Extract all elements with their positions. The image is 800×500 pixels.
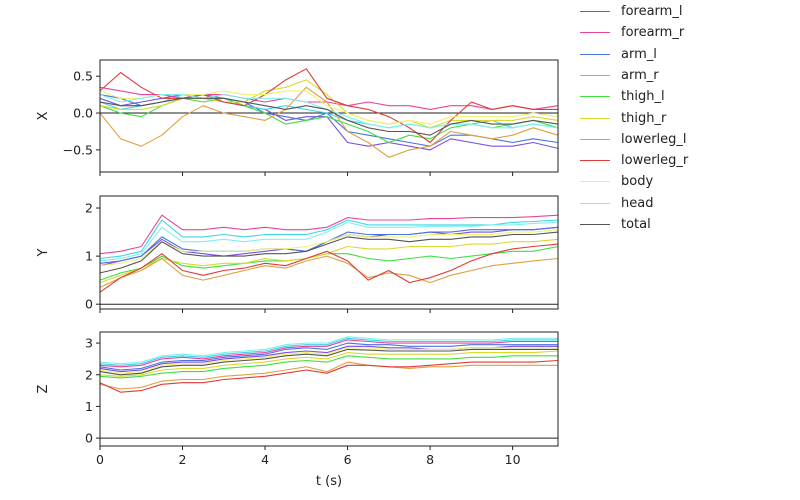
series-line-head xyxy=(99,336,558,365)
legend-swatch xyxy=(580,11,610,12)
series-line-forearm_r xyxy=(99,339,558,368)
series-line-lowerleg_l xyxy=(99,361,558,390)
series-line-arm_r xyxy=(99,337,558,366)
axes-frame xyxy=(99,331,559,447)
y-tick-label: 3 xyxy=(85,336,93,351)
legend-item-forearm_r: forearm_r xyxy=(580,22,684,43)
legend-swatch xyxy=(580,138,610,140)
subplot-x: −0.5 0.0 0.5 X xyxy=(36,59,559,176)
legend-item-body: body xyxy=(580,171,653,192)
series-line-lowerleg_r xyxy=(99,68,558,144)
y-tick-label: 2 xyxy=(85,201,93,216)
series-line-lowerleg_r xyxy=(99,243,559,293)
legend-swatch xyxy=(580,160,610,162)
series-line-thigh_l xyxy=(99,245,559,281)
y-tick-label: 0 xyxy=(85,297,93,312)
series-line-total xyxy=(99,97,559,136)
legend-item-head: head xyxy=(580,193,653,214)
x-tick-label: 4 xyxy=(261,452,269,467)
legend-item-forearm_l: forearm_l xyxy=(580,1,682,22)
legend-label: lowerleg_r xyxy=(621,153,689,169)
legend-label: thigh_r xyxy=(621,110,667,126)
legend-label: body xyxy=(621,174,654,190)
legend-item-lowerleg_r: lowerleg_r xyxy=(580,150,688,171)
y-tick-label: 0.5 xyxy=(73,69,93,84)
subplot-y: 0 1 2 Y xyxy=(36,195,559,313)
legend-swatch xyxy=(580,202,610,204)
legend-label: lowerleg_l xyxy=(621,131,687,147)
series-line-thigh_r xyxy=(99,350,559,377)
legend-item-arm_l: arm_l xyxy=(580,44,657,65)
x-tick-label: 8 xyxy=(426,452,434,467)
legend-item-lowerleg_l: lowerleg_l xyxy=(580,129,687,150)
legend-swatch xyxy=(580,96,610,98)
y-tick-label: −0.5 xyxy=(63,142,93,157)
legend-label: forearm_r xyxy=(621,25,685,41)
legend-label: total xyxy=(621,217,651,232)
y-tick-label: 1 xyxy=(85,249,93,264)
legend-label: head xyxy=(621,195,654,211)
legend-swatch xyxy=(580,53,610,55)
y-tick-label: 0.0 xyxy=(73,106,93,121)
x-tick-label: 0 xyxy=(96,452,104,467)
series-line-lowerleg_r xyxy=(99,359,559,393)
y-tick-label: 1 xyxy=(85,399,93,414)
series-line-head xyxy=(99,221,559,262)
series-line-arm_l xyxy=(99,342,558,371)
series-line-thigh_r xyxy=(99,238,559,284)
series-line-arm_r xyxy=(99,94,559,129)
subplot-z: 0 1 2 3 Z 0 2 4 6 8 10 xyxy=(36,331,559,467)
series-line-total xyxy=(99,348,558,376)
series-line-body xyxy=(99,347,558,374)
series-line-thigh_r xyxy=(99,79,559,129)
legend-swatch xyxy=(580,74,610,76)
legend-swatch xyxy=(580,224,610,225)
y-axis-label: Z xyxy=(36,384,51,393)
y-tick-label: 0 xyxy=(85,431,93,446)
y-axis-label: X xyxy=(36,111,51,120)
series-line-arm_r xyxy=(99,219,559,260)
x-tick-label: 6 xyxy=(344,452,352,467)
legend-label: forearm_l xyxy=(621,4,683,19)
x-tick-label: 2 xyxy=(179,452,187,467)
legend-item-arm_r: arm_r xyxy=(580,65,659,86)
y-tick-label: 2 xyxy=(85,367,93,382)
axes-frame xyxy=(99,195,559,310)
series-line-forearm_r xyxy=(99,214,559,255)
series-line-total xyxy=(99,231,559,274)
legend-label: arm_r xyxy=(621,67,659,83)
series-line-lowerleg_l xyxy=(99,86,559,158)
legend-swatch xyxy=(580,32,610,34)
x-axis-label: t (s) xyxy=(316,474,342,489)
legend-item-thigh_l: thigh_l xyxy=(580,86,665,107)
legend-swatch xyxy=(580,181,610,183)
x-tick-label: 10 xyxy=(505,452,521,467)
axes-frame xyxy=(99,59,559,173)
legend-label: arm_l xyxy=(621,46,657,62)
y-axis-label: Y xyxy=(36,248,51,257)
legend-label: thigh_l xyxy=(621,89,665,105)
series-line-lowerleg_l xyxy=(99,255,559,288)
series-line-thigh_l xyxy=(99,355,558,379)
series-line-body xyxy=(99,229,559,267)
series-line-forearm_l xyxy=(99,345,558,373)
legend-swatch xyxy=(580,117,610,119)
legend-item-thigh_r: thigh_r xyxy=(580,108,666,129)
legend-item-total: total xyxy=(580,214,651,235)
